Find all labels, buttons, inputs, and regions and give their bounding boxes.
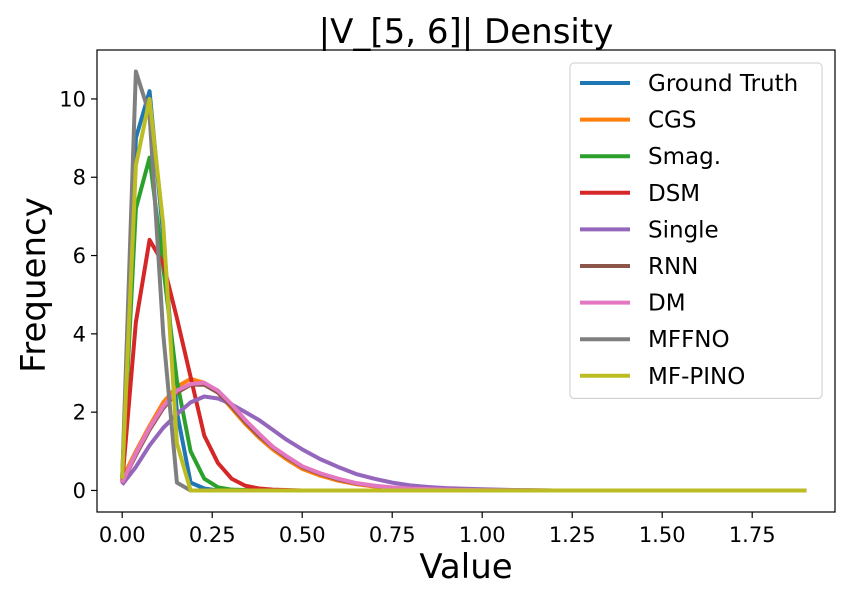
y-tick-label: 10	[59, 87, 86, 111]
legend-label: Smag.	[648, 144, 721, 170]
x-tick-label: 0.50	[279, 523, 326, 547]
series-line-6	[120, 380, 807, 493]
legend-label: Ground Truth	[648, 71, 798, 97]
series-lines	[120, 69, 807, 493]
y-tick-label: 4	[73, 322, 86, 346]
y-tick-label: 8	[73, 166, 86, 190]
series-line-8	[120, 96, 807, 493]
x-tick-label: 1.25	[549, 523, 596, 547]
legend-label: CGS	[648, 108, 696, 134]
legend-label: MF-PINO	[648, 364, 745, 390]
x-tick-label: 1.50	[639, 523, 686, 547]
series-line-5	[120, 382, 807, 493]
legend-label: DM	[648, 291, 686, 317]
y-axis-title: Frequency	[14, 197, 54, 373]
x-tick-label: 1.00	[459, 523, 506, 547]
y-tick-label: 6	[73, 244, 86, 268]
series-line-4	[120, 394, 807, 493]
y-tick-label: 0	[73, 479, 86, 503]
legend-label: Single	[648, 217, 719, 243]
y-tick-label: 2	[73, 401, 86, 425]
legend-box	[569, 62, 823, 399]
legend-label: RNN	[648, 254, 698, 280]
x-tick-label: 0.25	[189, 523, 236, 547]
chart-title: |V_[5, 6]| Density	[319, 12, 614, 52]
legend: Ground Truth CGS Smag. DSM Single RNN DM MFFNO M…	[569, 62, 823, 399]
legend-label: DSM	[648, 181, 700, 207]
x-tick-label: 1.75	[729, 523, 776, 547]
x-tick-label: 0.75	[369, 523, 416, 547]
axes-frame	[96, 49, 836, 513]
legend-label: MFFNO	[648, 327, 730, 353]
x-axis-title: Value	[419, 547, 512, 587]
plot-area: 0.00 0.25 0.50 0.75 1.00 1.25 1.50 1.75 0 2 4 6 8 10	[59, 49, 836, 547]
x-tick-label: 0.00	[99, 523, 146, 547]
